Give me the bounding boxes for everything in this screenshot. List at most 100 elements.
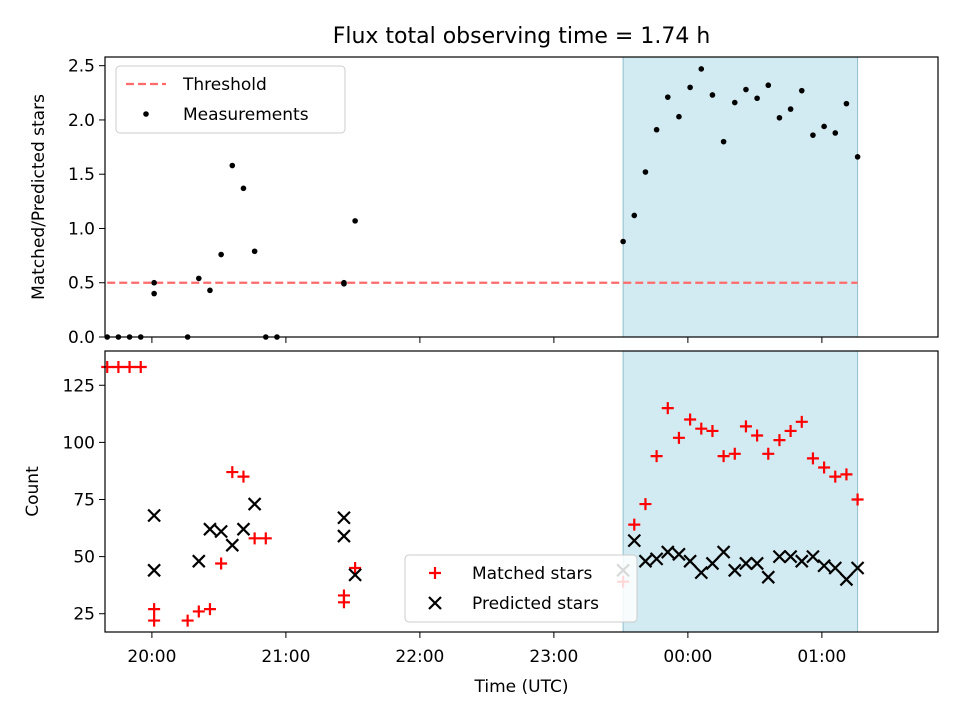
data-point bbox=[650, 450, 663, 463]
shaded-region bbox=[622, 350, 859, 633]
y-tick-label: 50 bbox=[73, 548, 95, 568]
data-point bbox=[709, 92, 716, 98]
data-point bbox=[627, 533, 642, 548]
data-point bbox=[672, 431, 685, 444]
y-tick-label: 25 bbox=[73, 605, 95, 625]
data-point bbox=[784, 424, 797, 437]
data-point bbox=[731, 99, 738, 106]
y-tick-label: 0.0 bbox=[68, 328, 95, 348]
data-point bbox=[147, 508, 161, 523]
data-point bbox=[628, 518, 641, 531]
y-axis-label: Count bbox=[23, 466, 43, 517]
data-point bbox=[818, 461, 831, 474]
data-point bbox=[772, 549, 787, 564]
data-point bbox=[348, 568, 362, 582]
legend-label: Threshold bbox=[182, 75, 267, 95]
data-point bbox=[642, 169, 649, 175]
data-point bbox=[148, 603, 161, 616]
legend: Threshold Measurements bbox=[115, 65, 346, 134]
x-tick-label: 21:00 bbox=[261, 647, 310, 667]
data-point bbox=[751, 429, 764, 442]
x-axis-label: Time (UTC) bbox=[474, 677, 569, 697]
data-point bbox=[240, 185, 247, 192]
data-point bbox=[620, 238, 626, 245]
data-point bbox=[672, 547, 686, 562]
data-point bbox=[653, 126, 660, 133]
data-point bbox=[762, 447, 775, 460]
x-tick-label: 01:00 bbox=[797, 647, 846, 667]
data-point bbox=[773, 434, 786, 447]
data-point bbox=[676, 113, 682, 120]
data-point bbox=[195, 275, 202, 282]
data-point bbox=[660, 545, 675, 559]
data-point bbox=[203, 522, 217, 536]
data-point bbox=[151, 279, 157, 286]
data-point bbox=[795, 415, 808, 428]
legend-swatch bbox=[143, 111, 149, 117]
data-point bbox=[337, 529, 351, 543]
legend-swatch bbox=[429, 567, 441, 579]
data-point bbox=[192, 605, 205, 618]
data-point bbox=[225, 538, 240, 552]
data-point bbox=[727, 563, 742, 578]
data-point bbox=[706, 424, 719, 437]
data-point bbox=[664, 94, 671, 100]
data-point bbox=[798, 87, 805, 94]
data-point bbox=[207, 287, 213, 294]
shaded-region bbox=[622, 56, 859, 338]
data-point bbox=[743, 86, 749, 93]
data-point bbox=[739, 420, 752, 433]
data-point bbox=[754, 95, 760, 102]
data-point bbox=[352, 218, 358, 224]
legend-box bbox=[115, 65, 346, 134]
data-point bbox=[215, 557, 228, 570]
data-point bbox=[631, 212, 638, 219]
plot-frame bbox=[104, 56, 939, 338]
data-point bbox=[851, 493, 864, 506]
data-point bbox=[251, 248, 258, 255]
data-point bbox=[810, 132, 816, 138]
data-point bbox=[226, 466, 239, 479]
x-tick-label: 20:00 bbox=[127, 647, 176, 667]
data-point bbox=[695, 422, 708, 435]
data-point bbox=[101, 360, 114, 373]
data-point bbox=[192, 554, 206, 568]
data-point bbox=[337, 510, 351, 525]
data-point bbox=[341, 279, 347, 286]
y-tick-label: 125 bbox=[63, 376, 95, 396]
data-point bbox=[840, 468, 853, 481]
data-point bbox=[687, 84, 693, 91]
data-point bbox=[683, 554, 697, 568]
series-measurements bbox=[104, 66, 861, 340]
data-point bbox=[248, 532, 261, 545]
data-point bbox=[828, 561, 843, 575]
y-tick-label: 2.0 bbox=[68, 111, 95, 131]
legend-label: Measurements bbox=[183, 105, 309, 125]
data-point bbox=[247, 497, 262, 511]
y-tick-label: 2.5 bbox=[68, 57, 95, 77]
data-point bbox=[839, 572, 854, 587]
data-point bbox=[854, 154, 861, 160]
data-point bbox=[112, 360, 125, 373]
data-point bbox=[761, 570, 776, 584]
x-tick-label: 23:00 bbox=[529, 647, 578, 667]
chart-title: Flux total observing time = 1.74 h bbox=[333, 24, 711, 49]
data-point bbox=[806, 549, 820, 564]
data-point bbox=[203, 603, 216, 616]
data-point bbox=[832, 130, 839, 136]
legend-label: Predicted stars bbox=[472, 594, 599, 614]
y-tick-label: 75 bbox=[73, 490, 95, 510]
data-point bbox=[694, 565, 709, 580]
data-point bbox=[728, 447, 741, 460]
y-tick-label: 1.5 bbox=[68, 165, 95, 185]
plot-frame bbox=[104, 350, 939, 633]
data-point bbox=[806, 452, 819, 465]
data-point bbox=[237, 470, 250, 483]
data-point bbox=[716, 545, 731, 559]
y-axis-label: Matched/Predicted stars bbox=[29, 94, 49, 300]
data-point bbox=[218, 251, 224, 258]
data-point bbox=[147, 563, 161, 578]
series-matched-stars bbox=[101, 360, 864, 627]
data-point bbox=[817, 558, 831, 573]
